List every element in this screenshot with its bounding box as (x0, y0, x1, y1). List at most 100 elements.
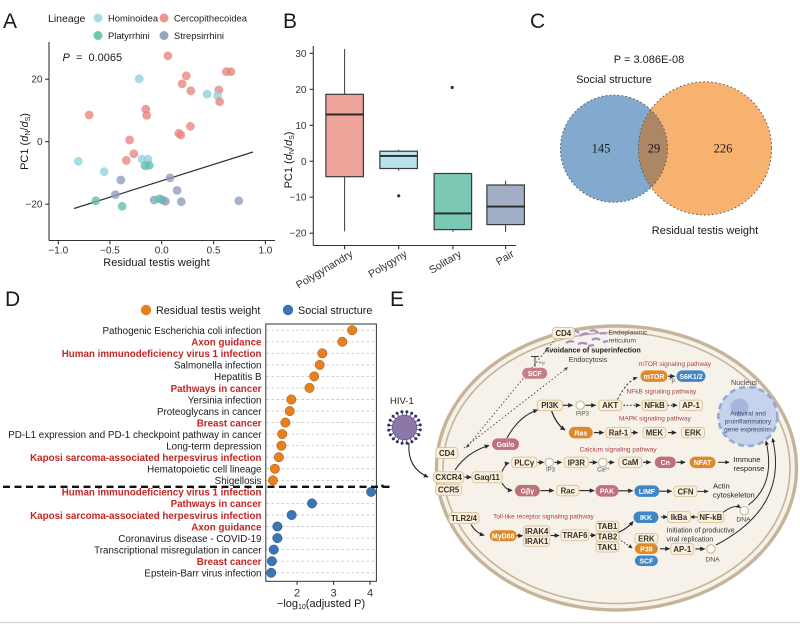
svg-text:IP3R: IP3R (568, 458, 586, 467)
svg-text:20: 20 (295, 85, 307, 96)
svg-text:Antiviral and: Antiviral and (730, 411, 766, 418)
svg-text:Proteoglycans in cancer: Proteoglycans in cancer (157, 407, 262, 418)
svg-text:Hepatitis B: Hepatitis B (214, 372, 262, 383)
svg-text:Ras: Ras (574, 430, 587, 437)
svg-text:AP-1: AP-1 (682, 401, 700, 410)
svg-text:Social structure: Social structure (298, 305, 372, 317)
svg-text:Platyrrhini: Platyrrhini (108, 30, 150, 41)
svg-text:Endoplasmic: Endoplasmic (609, 330, 649, 337)
svg-text:4: 4 (367, 588, 373, 600)
svg-text:Toll-like receptor signaling: Toll-like receptor signaling pathway (493, 514, 595, 521)
svg-text:Hematopoietic cell lineage: Hematopoietic cell lineage (147, 465, 262, 476)
svg-text:Gaq/11: Gaq/11 (474, 473, 500, 482)
svg-text:Ca²⁺: Ca²⁺ (597, 467, 610, 474)
svg-text:NFkB: NFkB (644, 401, 665, 410)
svg-text:Shigellosis: Shigellosis (215, 476, 262, 487)
svg-text:MyD88: MyD88 (492, 533, 515, 540)
svg-text:IRAK4: IRAK4 (525, 527, 549, 536)
svg-text:Transcriptional misregulation: Transcriptional misregulation in cancer (94, 545, 262, 556)
svg-text:C: C (530, 10, 545, 33)
svg-text:0.5: 0.5 (207, 246, 221, 257)
svg-text:HIV-1: HIV-1 (390, 396, 414, 407)
svg-text:10: 10 (295, 121, 307, 132)
svg-text:CCR5: CCR5 (438, 486, 460, 495)
svg-text:SCF: SCF (639, 559, 654, 566)
svg-text:IRAK1: IRAK1 (525, 537, 549, 546)
svg-text:+u: +u (538, 361, 544, 367)
svg-text:MEK: MEK (646, 429, 664, 438)
svg-text:TAB1: TAB1 (598, 522, 618, 531)
svg-text:Initiation of productive: Initiation of productive (667, 528, 735, 535)
svg-text:Rac: Rac (561, 487, 576, 496)
svg-text:P = 3.086E-08: P = 3.086E-08 (614, 54, 684, 66)
svg-text:0.0: 0.0 (155, 246, 169, 257)
svg-text:D: D (5, 288, 20, 311)
svg-text:TAB2: TAB2 (598, 533, 618, 542)
svg-text:Avoidance of superinfection: Avoidance of superinfection (544, 346, 640, 355)
svg-text:−0.5: −0.5 (100, 246, 120, 257)
svg-text:MAPK signaling pathway: MAPK signaling pathway (619, 416, 692, 423)
svg-text:PC1 (dN/dS): PC1 (dN/dS) (19, 113, 32, 170)
svg-text:0: 0 (301, 157, 307, 168)
svg-text:TAK1: TAK1 (598, 543, 618, 552)
svg-text:gene expression: gene expression (724, 427, 772, 434)
svg-text:−log10(adjusted P): −log10(adjusted P) (277, 598, 365, 611)
svg-text:ERK: ERK (638, 534, 655, 543)
svg-text:IkBa: IkBa (671, 513, 688, 522)
svg-text:Calcium signaling pathway: Calcium signaling pathway (580, 446, 658, 453)
svg-text:−20: −20 (290, 229, 307, 240)
svg-text:NFkB signaling pathway: NFkB signaling pathway (627, 389, 697, 396)
svg-text:PAK: PAK (600, 489, 614, 496)
svg-text:PLCγ: PLCγ (514, 458, 535, 467)
svg-text:1.0: 1.0 (258, 246, 272, 257)
svg-text:Salmonella infection: Salmonella infection (174, 361, 262, 372)
svg-text:Residual testis weight: Residual testis weight (652, 225, 758, 237)
svg-text:Solitary: Solitary (427, 248, 464, 277)
svg-text:Pathogenic Escherichia coli in: Pathogenic Escherichia coli infection (102, 326, 261, 337)
svg-text:A: A (3, 10, 17, 33)
svg-text:Breast cancer: Breast cancer (197, 557, 262, 568)
svg-text:DNA: DNA (736, 517, 751, 524)
svg-text:Epstein-Barr virus infection: Epstein-Barr virus infection (144, 569, 261, 580)
svg-text:20: 20 (31, 75, 43, 86)
svg-text:Endocytosis: Endocytosis (569, 355, 608, 364)
svg-text:NFAT: NFAT (694, 460, 712, 467)
svg-text:2: 2 (294, 588, 300, 600)
svg-text:SCF: SCF (528, 371, 543, 378)
svg-text:IP3: IP3 (546, 468, 556, 474)
svg-text:DNA: DNA (705, 557, 720, 564)
svg-text:Long-term depression: Long-term depression (166, 442, 261, 453)
svg-text:Actin: Actin (713, 482, 730, 491)
svg-text:Lineage: Lineage (48, 13, 86, 25)
svg-text:LIMF: LIMF (639, 489, 656, 496)
svg-text:proinflammatory: proinflammatory (725, 419, 772, 426)
svg-text:AKT: AKT (602, 401, 618, 410)
svg-text:CD4: CD4 (555, 329, 571, 338)
svg-text:145: 145 (592, 142, 611, 156)
svg-text:226: 226 (714, 142, 733, 156)
svg-text:cytoskeleton: cytoskeleton (713, 491, 755, 500)
svg-text:PD-L1 expression and PD-1 chec: PD-L1 expression and PD-1 checkpoint pat… (8, 430, 262, 441)
svg-text:Gβγ: Gβγ (521, 488, 535, 495)
svg-text:Kaposi sarcoma-associated herp: Kaposi sarcoma-associated herpesvirus in… (30, 511, 261, 522)
svg-text:3: 3 (331, 588, 337, 600)
svg-text:Polygynandry: Polygynandry (294, 248, 356, 292)
svg-text:CFN: CFN (677, 487, 693, 496)
svg-text:Axon guidance: Axon guidance (191, 338, 262, 349)
svg-text:mTOR signaling pathway: mTOR signaling pathway (639, 361, 712, 368)
svg-text:CXCR4: CXCR4 (435, 473, 462, 482)
svg-text:Human immunodeficiency virus 1: Human immunodeficiency virus 1 infection (62, 349, 262, 360)
svg-text:CaM: CaM (622, 458, 638, 467)
svg-text:Coronavirus disease - COVID-19: Coronavirus disease - COVID-19 (118, 534, 261, 545)
svg-text:Hominoidea: Hominoidea (108, 13, 159, 24)
svg-text:AP-1: AP-1 (673, 545, 691, 554)
svg-text:P38: P38 (640, 547, 653, 554)
svg-text:−10: −10 (290, 193, 307, 204)
svg-text:S6K1/2: S6K1/2 (679, 374, 702, 381)
svg-text:Human immunodeficiency virus 1: Human immunodeficiency virus 1 infection (62, 488, 262, 499)
svg-text:Strepsirrhini: Strepsirrhini (174, 30, 224, 41)
svg-text:Pathways in cancer: Pathways in cancer (171, 384, 262, 395)
svg-text:Residual testis weight: Residual testis weight (156, 305, 260, 317)
svg-text:Breast cancer: Breast cancer (197, 418, 262, 429)
svg-text:reticulum: reticulum (609, 338, 637, 345)
